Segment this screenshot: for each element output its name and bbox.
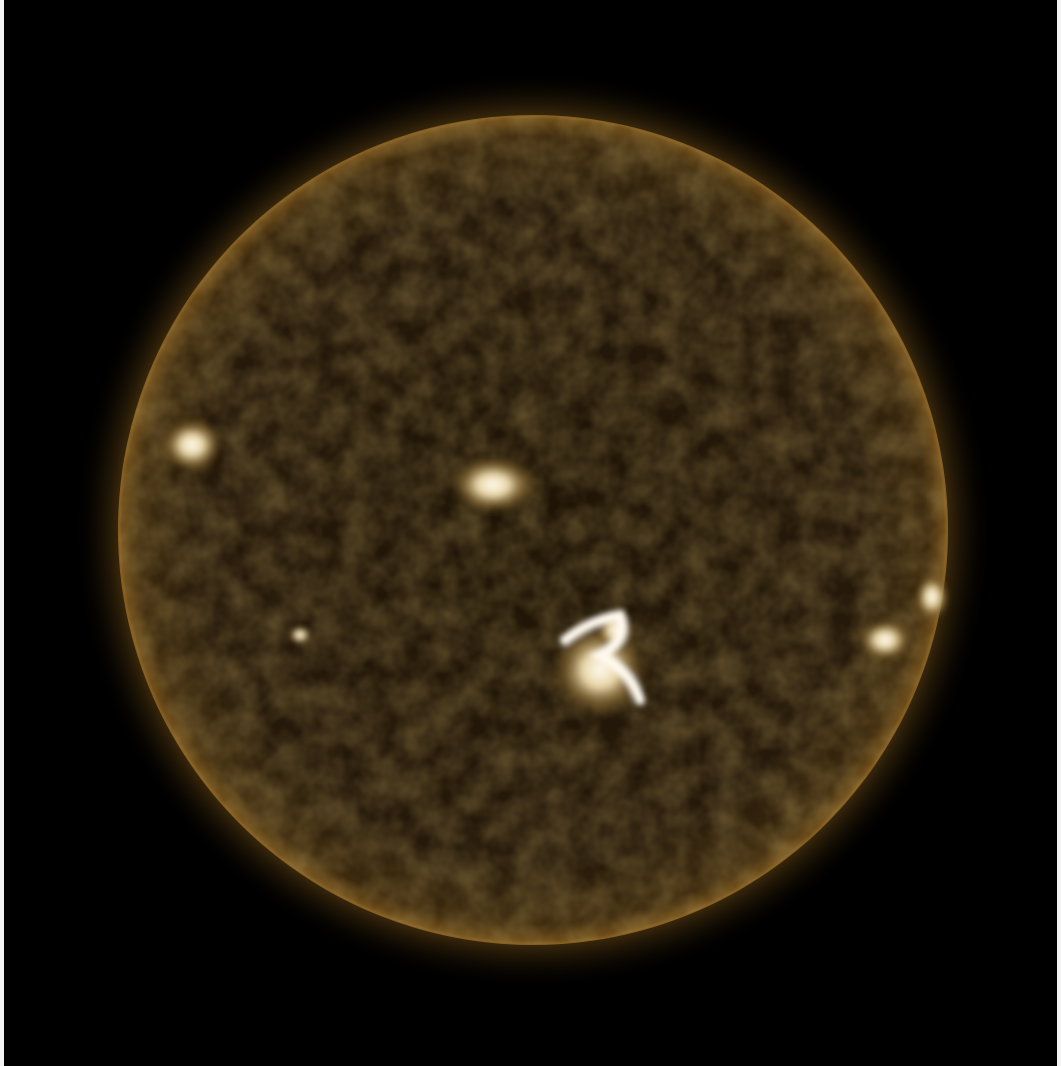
active-region [448,455,538,515]
surface-texture [119,116,947,944]
active-regions [160,417,950,718]
active-region [160,417,224,473]
active-region [288,625,312,645]
flare-loop [560,609,645,705]
active-region [914,573,950,621]
left-edge [0,0,4,1066]
active-region [857,618,913,662]
granulation [119,116,947,944]
right-edge [1057,0,1061,1066]
